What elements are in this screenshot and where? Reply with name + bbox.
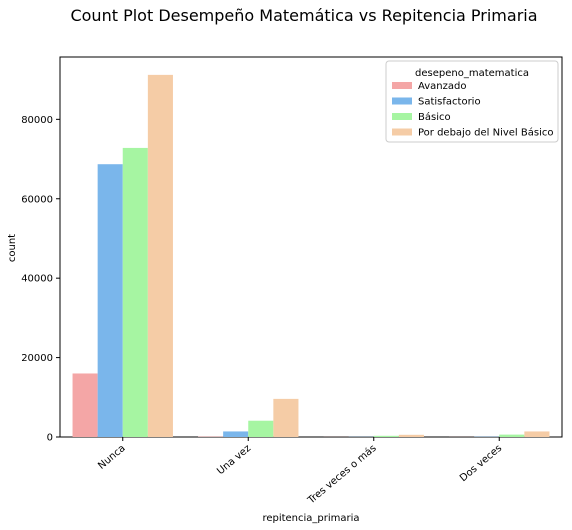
x-tick-label: Una vez [215, 443, 253, 477]
bar-nunca-satisfactorio [97, 164, 123, 438]
chart-title: Count Plot Desempeño Matemática vs Repit… [70, 6, 537, 25]
y-tick-label: 20000 [21, 353, 53, 364]
x-axis-label: repitencia_primaria [262, 513, 359, 524]
bar-una-vez-por-debajo-del-nivel-b-sico [273, 398, 299, 437]
y-tick-label: 80000 [21, 115, 53, 126]
bar-nunca-b-sico [122, 147, 148, 437]
legend-swatch [392, 113, 412, 120]
x-tick-label: Dos veces [458, 443, 504, 484]
y-axis-ticks: 0 20000 40000 60000 80000 [21, 115, 60, 444]
legend-label: Satisfactorio [418, 97, 481, 108]
legend-label: Por debajo del Nivel Básico [418, 127, 553, 139]
bar-nunca-por-debajo-del-nivel-b-sico [147, 74, 173, 437]
y-tick-label: 0 [47, 433, 53, 444]
legend-label: Avanzado [418, 81, 466, 92]
x-axis-ticks: Nunca Una vez Tres veces o más Dos veces [96, 437, 504, 507]
legend-swatch [392, 82, 412, 89]
bar-dos-veces-por-debajo-del-nivel-b-sico [524, 431, 550, 437]
bar-tres-veces-o-m-s-b-sico [373, 435, 399, 437]
bar-una-vez-b-sico [248, 420, 274, 437]
bars-group [72, 74, 550, 438]
legend-frame [385, 60, 559, 143]
x-tick-label: Tres veces o más [305, 442, 379, 507]
bar-tres-veces-o-m-s-por-debajo-del-nivel-b-sico [398, 434, 424, 437]
legend-swatch [392, 128, 412, 136]
legend-swatch [392, 97, 412, 105]
y-tick-label: 40000 [21, 274, 53, 285]
legend-label: Básico [418, 111, 451, 123]
bar-dos-veces-b-sico [499, 434, 525, 437]
x-tick-label: Nunca [96, 443, 127, 472]
legend: desepeno_matematica Avanzado Satisfactori… [385, 60, 559, 143]
y-axis-label: count [7, 234, 18, 262]
y-tick-label: 60000 [21, 194, 53, 205]
bar-una-vez-satisfactorio [223, 431, 249, 437]
legend-items: Avanzado Satisfactorio Básico Por debajo de… [392, 81, 553, 139]
bar-nunca-avanzado [72, 373, 98, 437]
legend-title: desepeno_matematica [415, 68, 529, 79]
